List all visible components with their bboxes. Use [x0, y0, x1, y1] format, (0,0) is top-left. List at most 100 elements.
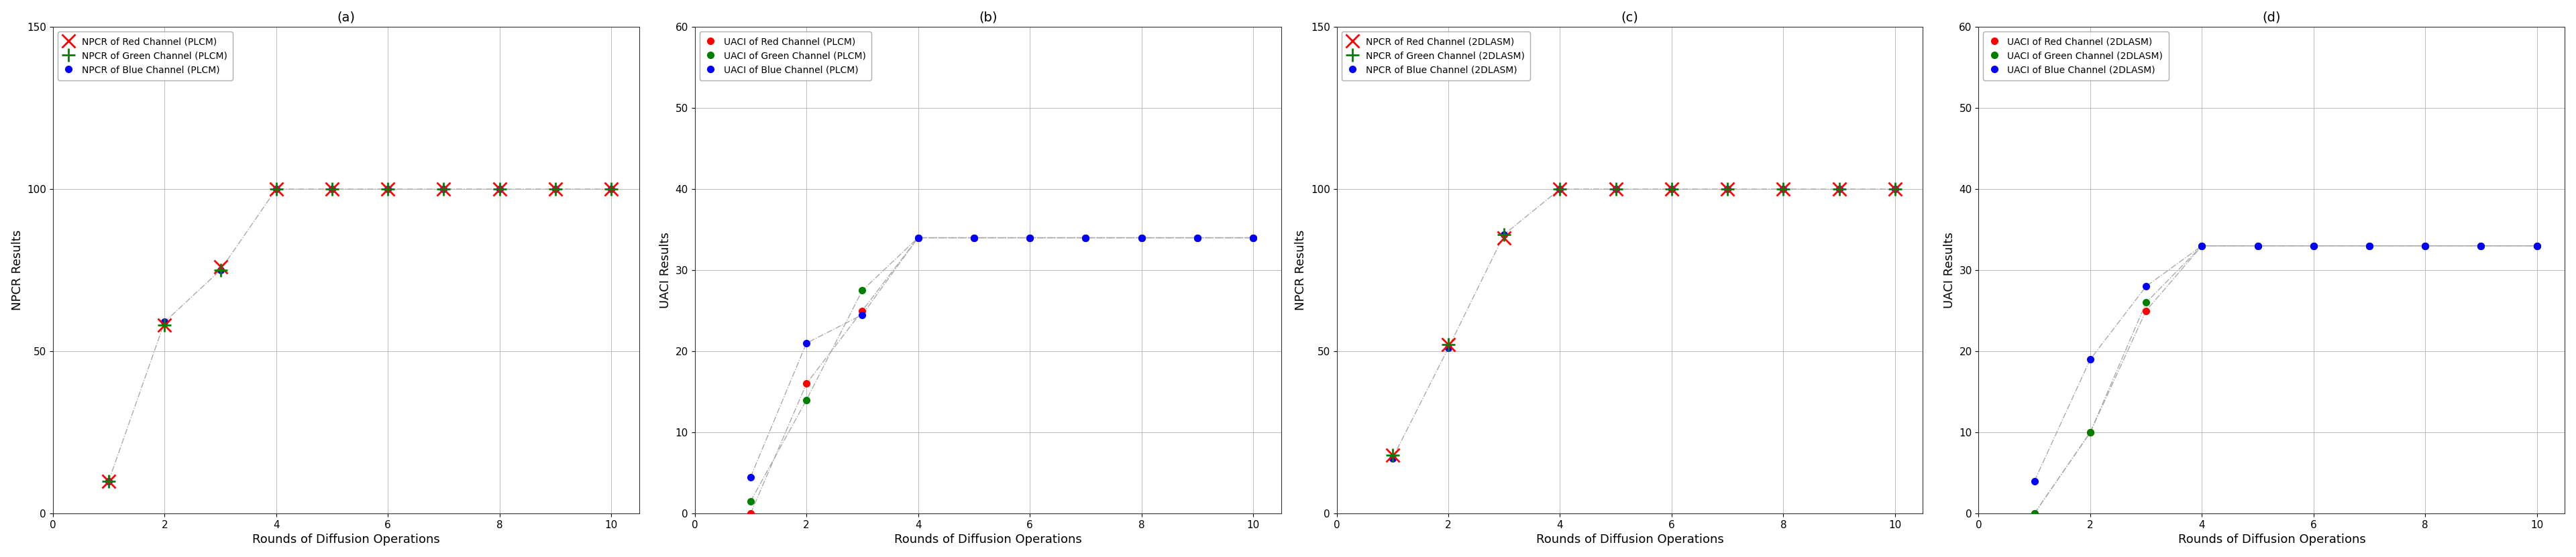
NPCR of Green Channel (2DLASM): [1824, 185, 1855, 192]
UACI of Green Channel (2DLASM): [2130, 299, 2161, 306]
Y-axis label: UACI Results: UACI Results: [659, 232, 672, 309]
UACI of Green Channel (PLCM): [1069, 234, 1100, 241]
NPCR of Blue Channel (2DLASM): [1880, 185, 1911, 192]
X-axis label: Rounds of Diffusion Operations: Rounds of Diffusion Operations: [2177, 534, 2365, 546]
NPCR of Green Channel (2DLASM): [1656, 185, 1687, 192]
NPCR of Green Channel (PLCM): [260, 185, 291, 192]
Line: UACI of Red Channel (2DLASM): UACI of Red Channel (2DLASM): [2030, 242, 2540, 517]
UACI of Green Channel (2DLASM): [2187, 242, 2218, 249]
NPCR of Blue Channel (2DLASM): [1767, 185, 1798, 192]
NPCR of Blue Channel (2DLASM): [1546, 185, 1577, 192]
X-axis label: Rounds of Diffusion Operations: Rounds of Diffusion Operations: [1535, 534, 1723, 546]
NPCR of Red Channel (PLCM): [149, 322, 180, 329]
UACI of Blue Channel (2DLASM): [2074, 356, 2105, 363]
NPCR of Red Channel (PLCM): [541, 185, 572, 192]
NPCR of Green Channel (2DLASM): [1432, 341, 1463, 348]
Line: UACI of Red Channel (PLCM): UACI of Red Channel (PLCM): [747, 234, 1257, 517]
UACI of Blue Channel (2DLASM): [2465, 242, 2496, 249]
NPCR of Blue Channel (PLCM): [93, 478, 124, 485]
UACI of Green Channel (PLCM): [1182, 234, 1213, 241]
UACI of Red Channel (2DLASM): [2409, 242, 2439, 249]
NPCR of Blue Channel (PLCM): [260, 185, 291, 192]
UACI of Green Channel (2DLASM): [2465, 242, 2496, 249]
NPCR of Green Channel (PLCM): [595, 185, 626, 192]
UACI of Red Channel (2DLASM): [2354, 242, 2385, 249]
UACI of Red Channel (PLCM): [902, 234, 933, 241]
NPCR of Blue Channel (PLCM): [206, 267, 237, 273]
NPCR of Red Channel (2DLASM): [1713, 185, 1744, 192]
UACI of Green Channel (2DLASM): [2409, 242, 2439, 249]
UACI of Red Channel (2DLASM): [2130, 307, 2161, 314]
Title: (c): (c): [1620, 11, 1638, 24]
UACI of Red Channel (PLCM): [791, 380, 822, 387]
NPCR of Blue Channel (PLCM): [541, 185, 572, 192]
UACI of Red Channel (2DLASM): [2522, 242, 2553, 249]
NPCR of Green Channel (2DLASM): [1767, 185, 1798, 192]
UACI of Blue Channel (PLCM): [1236, 234, 1267, 241]
NPCR of Red Channel (PLCM): [206, 263, 237, 270]
NPCR of Green Channel (PLCM): [317, 185, 348, 192]
NPCR of Red Channel (2DLASM): [1880, 185, 1911, 192]
Title: (d): (d): [2262, 11, 2280, 24]
X-axis label: Rounds of Diffusion Operations: Rounds of Diffusion Operations: [894, 534, 1082, 546]
UACI of Red Channel (PLCM): [1182, 234, 1213, 241]
NPCR of Red Channel (2DLASM): [1600, 185, 1631, 192]
NPCR of Red Channel (PLCM): [484, 185, 515, 192]
UACI of Blue Channel (2DLASM): [2522, 242, 2553, 249]
UACI of Blue Channel (2DLASM): [2298, 242, 2329, 249]
NPCR of Blue Channel (PLCM): [317, 185, 348, 192]
NPCR of Blue Channel (PLCM): [484, 185, 515, 192]
NPCR of Blue Channel (PLCM): [595, 185, 626, 192]
NPCR of Green Channel (2DLASM): [1378, 452, 1409, 458]
UACI of Blue Channel (PLCM): [734, 473, 765, 480]
UACI of Blue Channel (2DLASM): [2409, 242, 2439, 249]
NPCR of Red Channel (2DLASM): [1656, 185, 1687, 192]
Y-axis label: NPCR Results: NPCR Results: [1296, 230, 1306, 310]
NPCR of Red Channel (PLCM): [317, 185, 348, 192]
NPCR of Green Channel (2DLASM): [1880, 185, 1911, 192]
NPCR of Red Channel (PLCM): [374, 185, 404, 192]
NPCR of Blue Channel (2DLASM): [1378, 455, 1409, 462]
UACI of Red Channel (PLCM): [1126, 234, 1157, 241]
UACI of Red Channel (2DLASM): [2465, 242, 2496, 249]
NPCR of Blue Channel (2DLASM): [1489, 231, 1520, 238]
Line: NPCR of Green Channel (2DLASM): NPCR of Green Channel (2DLASM): [1386, 183, 1901, 462]
NPCR of Red Channel (PLCM): [428, 185, 459, 192]
Line: NPCR of Red Channel (PLCM): NPCR of Red Channel (PLCM): [103, 183, 618, 487]
Line: UACI of Blue Channel (PLCM): UACI of Blue Channel (PLCM): [747, 234, 1257, 480]
UACI of Red Channel (2DLASM): [2187, 242, 2218, 249]
UACI of Red Channel (2DLASM): [2020, 510, 2050, 517]
UACI of Red Channel (PLCM): [958, 234, 989, 241]
UACI of Blue Channel (PLCM): [1126, 234, 1157, 241]
Y-axis label: UACI Results: UACI Results: [1942, 232, 1955, 309]
UACI of Red Channel (PLCM): [1069, 234, 1100, 241]
NPCR of Red Channel (2DLASM): [1378, 452, 1409, 458]
NPCR of Green Channel (PLCM): [206, 267, 237, 273]
Line: NPCR of Blue Channel (2DLASM): NPCR of Blue Channel (2DLASM): [1388, 186, 1899, 462]
Legend: UACI of Red Channel (PLCM), UACI of Green Channel (PLCM), UACI of Blue Channel (: UACI of Red Channel (PLCM), UACI of Gree…: [701, 31, 871, 80]
UACI of Blue Channel (2DLASM): [2130, 283, 2161, 290]
UACI of Red Channel (PLCM): [1236, 234, 1267, 241]
UACI of Blue Channel (2DLASM): [2187, 242, 2218, 249]
UACI of Blue Channel (2DLASM): [2354, 242, 2385, 249]
NPCR of Red Channel (PLCM): [595, 185, 626, 192]
UACI of Blue Channel (2DLASM): [2241, 242, 2272, 249]
UACI of Green Channel (2DLASM): [2074, 429, 2105, 436]
Line: UACI of Blue Channel (2DLASM): UACI of Blue Channel (2DLASM): [2030, 242, 2540, 484]
NPCR of Green Channel (2DLASM): [1546, 185, 1577, 192]
NPCR of Blue Channel (PLCM): [428, 185, 459, 192]
UACI of Blue Channel (PLCM): [791, 340, 822, 346]
Line: UACI of Green Channel (2DLASM): UACI of Green Channel (2DLASM): [2030, 242, 2540, 517]
Title: (a): (a): [337, 11, 355, 24]
NPCR of Blue Channel (PLCM): [149, 319, 180, 325]
Legend: UACI of Red Channel (2DLASM), UACI of Green Channel (2DLASM), UACI of Blue Chann: UACI of Red Channel (2DLASM), UACI of Gr…: [1984, 31, 2169, 80]
Legend: NPCR of Red Channel (2DLASM), NPCR of Green Channel (2DLASM), NPCR of Blue Chann: NPCR of Red Channel (2DLASM), NPCR of Gr…: [1342, 31, 1530, 80]
UACI of Green Channel (PLCM): [1236, 234, 1267, 241]
UACI of Green Channel (2DLASM): [2354, 242, 2385, 249]
NPCR of Green Channel (PLCM): [93, 478, 124, 485]
NPCR of Green Channel (PLCM): [374, 185, 404, 192]
UACI of Green Channel (PLCM): [902, 234, 933, 241]
NPCR of Red Channel (2DLASM): [1767, 185, 1798, 192]
UACI of Blue Channel (PLCM): [902, 234, 933, 241]
Legend: NPCR of Red Channel (PLCM), NPCR of Green Channel (PLCM), NPCR of Blue Channel (: NPCR of Red Channel (PLCM), NPCR of Gree…: [57, 31, 232, 80]
